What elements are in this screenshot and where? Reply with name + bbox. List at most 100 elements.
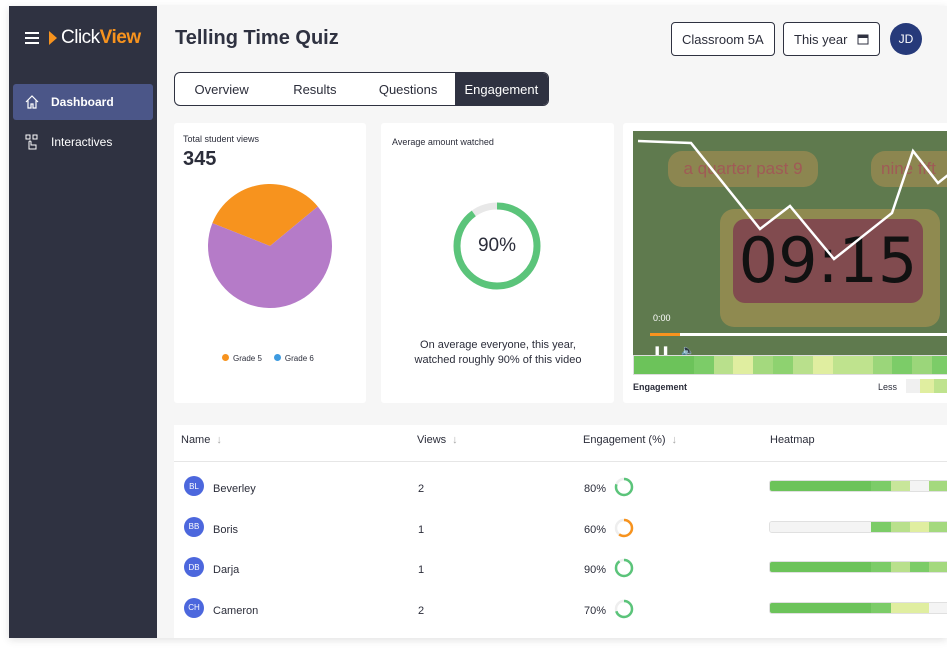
heatmap-segment [871,602,891,613]
engagement-segment [773,356,793,374]
engagement-segment [713,356,734,374]
video-player[interactable]: a quarter past 9 nine fift 09:15 0:00 ❚❚… [633,131,947,355]
engagement-segment [663,356,694,374]
views-value: 2 [418,604,425,617]
home-icon [25,95,39,109]
heatmap-segment [871,521,891,532]
engagement-segment [932,356,947,374]
avatar: DB [184,557,204,577]
sidebar-item-interactives[interactable]: Interactives [13,124,153,160]
watched-card: Average amount watched 90% On average ev… [381,123,614,403]
heatmap-segment [770,562,821,572]
heatmap-segment [871,562,891,572]
sort-arrow-icon: ↓ [216,434,222,446]
engagement-segment [634,356,664,374]
heatmap-segment [910,602,930,613]
calendar-icon [857,34,869,45]
menu-icon[interactable] [25,32,39,44]
heatmap-bar [769,480,947,492]
user-avatar[interactable]: JD [890,23,922,55]
heatmap-segment [890,481,911,491]
classroom-select[interactable]: Classroom 5A [671,22,775,56]
heatmap-bar [769,520,947,533]
column-heatmap: Heatmap [770,434,815,446]
avatar: CH [184,597,204,618]
views-value: 2 [418,483,425,495]
column-name[interactable]: Name ↓ [181,434,222,446]
main-content: Telling Time Quiz Classroom 5A This year… [157,6,947,638]
tab-bar: Overview Results Questions Engagement [174,72,549,106]
engagement-segment [733,356,754,374]
heatmap-segment [820,562,872,572]
heatmap-bar [769,601,947,614]
tab-results[interactable]: Results [293,81,337,97]
sort-arrow-icon: ↓ [452,434,458,446]
pie-legend: Grade 5 Grade 6 [222,354,314,363]
heatmap-segment [910,562,930,572]
watched-percent: 90% [477,235,517,256]
table-row[interactable]: CH Cameron 2 70% [174,592,947,632]
engagement-segment [852,356,873,374]
engagement-strip [633,355,947,375]
heatmap-segment [770,481,821,491]
engagement-segment [793,356,813,374]
heatmap-segment [820,521,872,532]
tab-engagement[interactable]: Engagement [454,73,548,105]
engagement-ring [614,477,634,497]
heatmap-segment [820,481,872,491]
sidebar: Click View Dashboard Interactives [9,6,157,638]
heatmap-bar [769,561,947,573]
pause-icon[interactable]: ❚❚ [653,346,670,355]
heatmap-segment [890,521,911,532]
legend-item-grade6: Grade 6 [273,354,314,363]
video-time: 0:00 [653,313,671,323]
table-row[interactable]: BL Beverley 2 80% [174,470,947,510]
watched-progress-ring [453,202,541,290]
engagement-segment [753,356,774,374]
engagement-segment [832,356,853,374]
watched-description: On average everyone, this year, watched … [414,339,582,366]
avatar: BB [184,516,204,537]
student-name: Boris [213,523,239,536]
tab-overview[interactable]: Overview [194,81,249,97]
views-card: Total student views 345 Grade 5 Grade 6 [174,123,366,403]
engagement-segment [912,356,933,374]
table-row[interactable]: DB Darja 1 90% [174,551,947,591]
clickview-logo[interactable]: Click View [49,27,141,49]
engagement-segment [892,356,913,374]
column-views[interactable]: Views ↓ [417,434,458,446]
video-scrubber[interactable] [650,333,947,336]
heatmap-segment [929,481,947,491]
pie-slice-grade-5[interactable] [212,184,318,246]
student-name: Darja [213,564,240,576]
engagement-ring [614,599,634,618]
engagement-ring [614,558,634,578]
heatmap-segment [929,521,947,532]
heatmap-segment [929,602,947,613]
sort-arrow-icon: ↓ [671,434,678,446]
pie-slice-grade-6[interactable] [208,206,332,308]
clock-display: 09:15 [733,219,923,303]
engagement-line [637,139,947,261]
heatmap-segment [770,602,821,613]
video-card: a quarter past 9 nine fift 09:15 0:00 ❚❚… [623,123,947,403]
sidebar-item-dashboard[interactable]: Dashboard [13,84,153,120]
app-window: Click View Dashboard Interactives Telling… [9,6,947,638]
legend-less: Less [878,382,898,392]
heatmap-segment [871,481,891,491]
students-table: Name ↓ Views ↓ Engagement (%) ↓ Heatmap BL … [174,425,947,638]
date-range-select[interactable]: This year [783,22,881,56]
heatmap-segment [910,521,930,532]
legend-item-grade5: Grade 5 [222,354,262,363]
tab-questions[interactable]: Questions [378,81,438,97]
column-engagement[interactable]: Engagement (%) ↓ [583,434,678,446]
engagement-segment [693,356,714,374]
table-row[interactable]: BB Boris 1 60% [174,511,947,551]
student-name: Cameron [213,604,259,617]
views-count: 345 [183,148,217,170]
engagement-value: 70% [584,604,607,617]
engagement-segment [812,356,833,374]
heatmap-segment [890,602,911,613]
views-value: 1 [418,564,425,576]
volume-icon[interactable]: 🔈 [681,345,695,355]
